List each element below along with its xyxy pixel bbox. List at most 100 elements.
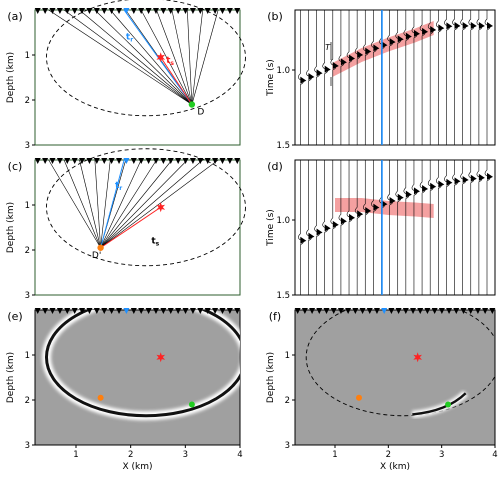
receiver-marker xyxy=(294,308,301,314)
arrival-wiggle xyxy=(381,41,388,49)
receiver-marker xyxy=(108,308,115,314)
arrival-wiggle xyxy=(349,213,356,221)
ray xyxy=(140,9,193,105)
receiver-marker xyxy=(453,308,460,314)
receiver-marker xyxy=(101,8,108,14)
y-tick-label: 3 xyxy=(285,441,290,451)
arrival-wiggle xyxy=(365,47,372,55)
receiver-marker xyxy=(79,308,86,314)
seismic-trace xyxy=(314,10,320,145)
arrival-wiggle xyxy=(381,200,388,208)
arrival-wiggle xyxy=(422,27,429,35)
ray xyxy=(94,9,193,105)
receiver-marker xyxy=(489,308,496,314)
panel-image xyxy=(305,310,495,418)
receiver-marker xyxy=(93,158,100,164)
y-tick-label: 2 xyxy=(25,396,30,406)
ray xyxy=(191,9,204,105)
receiver-marker xyxy=(373,308,380,314)
ray xyxy=(191,9,219,105)
subscript: s xyxy=(156,240,160,247)
receiver-marker xyxy=(71,308,78,314)
panel-f: 1 2 3 Depth (km) 1 2 3 4 X (km) (f) xyxy=(266,308,498,472)
y-tick-label: 1 xyxy=(25,351,30,361)
y-axis-label: Depth (km) xyxy=(6,202,16,253)
y-axis-label: Depth (km) xyxy=(266,352,276,403)
y-tick-label: 1.5 xyxy=(276,141,290,151)
receiver-marker xyxy=(197,308,204,314)
arrival-wiggle xyxy=(487,172,493,180)
receiver-marker xyxy=(42,308,49,314)
x-tick-label: 3 xyxy=(183,450,188,460)
receiver-marker xyxy=(138,8,145,14)
panel-b: T 1.0 1.5 Time (s) (b) xyxy=(266,9,496,151)
seismic-trace xyxy=(419,10,426,145)
x-axis-label: X (km) xyxy=(122,462,152,472)
seismic-trace xyxy=(338,10,345,145)
receiver-marker xyxy=(64,308,71,314)
receiver-marker xyxy=(64,8,71,14)
receiver-marker xyxy=(34,158,41,164)
arrival-wiggle xyxy=(413,29,420,37)
receiver-marker xyxy=(189,308,196,314)
panel-label: (f) xyxy=(269,310,281,323)
arrival-wiggle xyxy=(300,76,307,84)
image-point xyxy=(188,401,195,408)
receiver-marker xyxy=(189,8,196,14)
receiver-marker xyxy=(71,8,78,14)
isochron-ellipse xyxy=(46,148,246,267)
receiver-highlight-marker xyxy=(381,308,388,314)
receiver-marker xyxy=(460,308,467,314)
receiver-marker xyxy=(474,308,481,314)
arrival-wiggle xyxy=(300,236,307,244)
receiver-highlight-marker xyxy=(123,308,130,314)
receiver-marker xyxy=(145,158,152,164)
ray xyxy=(156,9,193,105)
receiver-marker xyxy=(446,308,453,314)
receiver-marker xyxy=(219,8,226,14)
arrival-wiggle xyxy=(308,72,315,80)
receiver-marker xyxy=(116,158,123,164)
receiver-marker xyxy=(49,158,56,164)
receiver-marker xyxy=(56,8,63,14)
ray xyxy=(100,159,157,248)
receiver-marker xyxy=(234,158,241,164)
receiver-marker xyxy=(212,158,219,164)
seismic-trace xyxy=(436,10,442,145)
receiver-marker xyxy=(467,308,474,314)
image-point xyxy=(445,401,452,408)
seismic-trace xyxy=(306,10,312,145)
image-point xyxy=(356,394,362,401)
subscript: r xyxy=(119,185,122,192)
receiver-marker xyxy=(145,308,152,314)
y-tick-label: 1.0 xyxy=(276,216,290,226)
y-tick-label: 1.5 xyxy=(276,291,290,301)
receiver-marker xyxy=(359,308,366,314)
seismic-trace xyxy=(322,10,328,145)
receiver-marker xyxy=(309,308,316,314)
receiver-marker xyxy=(212,308,219,314)
x-tick-label: 2 xyxy=(128,450,133,460)
t-r-annotation: tr xyxy=(126,32,133,43)
receiver-marker xyxy=(204,158,211,164)
receiver-marker xyxy=(116,8,123,14)
source-dot xyxy=(188,101,196,108)
arrival-wiggle xyxy=(405,32,412,40)
receiver-marker xyxy=(175,308,182,314)
seismic-trace xyxy=(460,160,466,295)
y-tick-label: 1 xyxy=(25,51,30,61)
arrival-wiggle xyxy=(405,190,412,198)
migration-ellipse xyxy=(45,310,240,418)
receiver-marker xyxy=(130,158,137,164)
receiver-marker xyxy=(160,158,167,164)
receiver-marker xyxy=(352,308,359,314)
receiver-marker xyxy=(204,8,211,14)
receiver-marker xyxy=(182,308,189,314)
arrival-wiggle xyxy=(438,180,445,188)
receiver-marker xyxy=(56,308,63,314)
y-tick-label: 1.0 xyxy=(276,66,290,76)
arrival-wiggle xyxy=(332,61,339,69)
receiver-marker xyxy=(175,158,182,164)
seismic-trace xyxy=(476,10,483,145)
panel-background xyxy=(294,309,496,446)
